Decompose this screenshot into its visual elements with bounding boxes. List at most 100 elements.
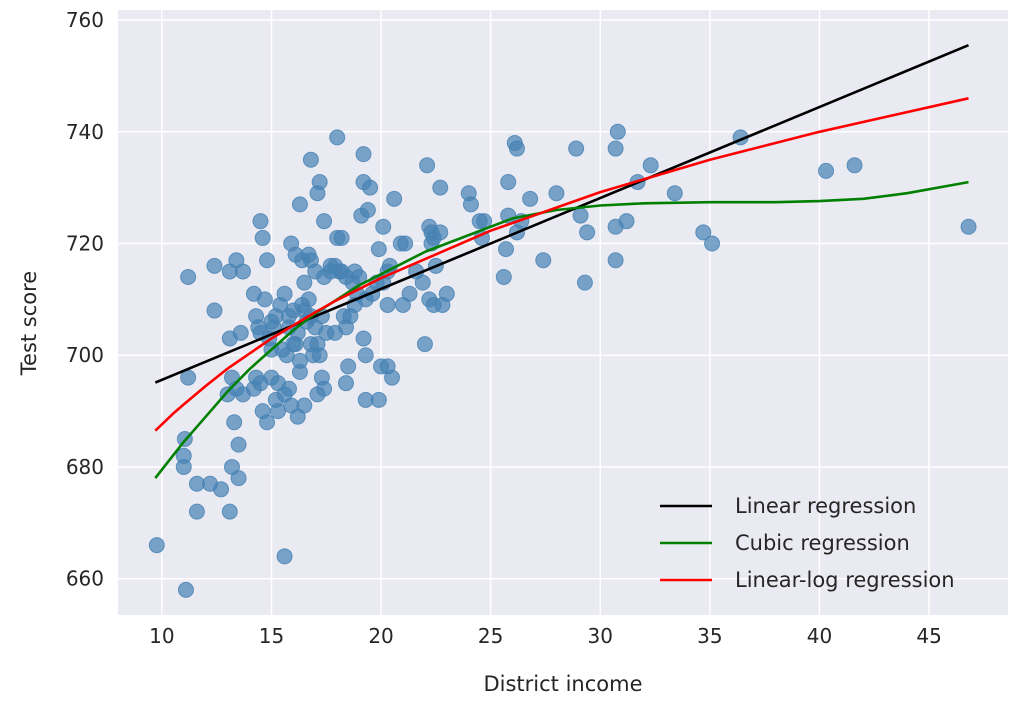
y-tick-label: 700: [66, 343, 104, 367]
y-axis-label: Test score: [17, 271, 41, 376]
data-point: [302, 151, 319, 168]
data-point: [252, 213, 269, 230]
data-point: [329, 129, 346, 146]
data-point: [414, 274, 431, 291]
data-point: [386, 190, 403, 207]
x-tick-label: 40: [807, 624, 832, 648]
data-point: [305, 347, 322, 364]
data-point: [313, 369, 330, 386]
data-point: [500, 174, 517, 191]
data-point: [960, 218, 977, 235]
data-point: [508, 140, 525, 157]
data-point: [618, 213, 635, 230]
linear-log-regression-line: [154, 97, 969, 432]
data-point: [259, 252, 276, 269]
data-point: [353, 207, 370, 224]
data-point: [576, 274, 593, 291]
data-point: [180, 269, 197, 286]
data-point: [642, 157, 659, 174]
data-point: [307, 263, 324, 280]
data-point: [607, 252, 624, 269]
data-point: [355, 146, 372, 163]
x-axis-label: District income: [483, 672, 642, 696]
data-point: [309, 185, 326, 202]
data-point: [276, 386, 293, 403]
data-point: [375, 218, 392, 235]
data-point: [230, 436, 247, 453]
y-tick-label: 760: [66, 8, 104, 32]
data-point: [432, 179, 449, 196]
data-point: [322, 263, 339, 280]
data-point: [416, 336, 433, 353]
data-point: [462, 196, 479, 213]
plot-area: [118, 10, 1008, 615]
data-point: [335, 308, 352, 325]
data-point: [232, 324, 249, 341]
data-point: [206, 302, 223, 319]
data-point: [379, 358, 396, 375]
data-point: [291, 196, 308, 213]
data-point: [401, 285, 418, 302]
data-point: [695, 224, 712, 241]
data-point: [568, 140, 585, 157]
data-point: [285, 336, 302, 353]
data-point: [234, 263, 251, 280]
data-point: [256, 291, 273, 308]
data-point: [340, 358, 357, 375]
data-point: [666, 185, 683, 202]
data-point: [221, 503, 238, 520]
y-tick-label: 680: [66, 455, 104, 479]
x-tick-label: 10: [149, 624, 174, 648]
data-point: [495, 269, 512, 286]
data-point: [206, 257, 223, 274]
x-tick-label: 25: [478, 624, 503, 648]
cubic-regression-line: [154, 180, 969, 479]
data-point: [245, 380, 262, 397]
data-point: [704, 235, 721, 252]
y-tick-label: 720: [66, 232, 104, 256]
data-point: [818, 162, 835, 179]
data-point: [226, 414, 243, 431]
data-point: [316, 213, 333, 230]
x-tick-label: 15: [259, 624, 284, 648]
data-point: [379, 296, 396, 313]
y-tick-label: 660: [66, 567, 104, 591]
regression-lines: [154, 43, 969, 479]
x-tick-label: 45: [916, 624, 941, 648]
data-point: [175, 458, 192, 475]
data-point: [148, 537, 165, 554]
data-point: [296, 274, 313, 291]
data-point: [346, 263, 363, 280]
gridlines: [118, 10, 1008, 615]
y-tick-label: 740: [66, 120, 104, 144]
data-point: [579, 224, 596, 241]
data-point: [219, 386, 236, 403]
data-point: [419, 157, 436, 174]
legend-label: Cubic regression: [735, 531, 910, 555]
data-point: [607, 140, 624, 157]
data-point: [370, 241, 387, 258]
data-point: [522, 190, 539, 207]
x-tick-label: 35: [697, 624, 722, 648]
legend: Linear regression Cubic regression Linear-…: [660, 494, 955, 592]
data-point: [609, 123, 626, 140]
x-tick-label: 30: [588, 624, 613, 648]
data-point: [188, 503, 205, 520]
data-point: [355, 330, 372, 347]
data-point: [309, 386, 326, 403]
data-point: [357, 347, 374, 364]
data-point: [329, 229, 346, 246]
data-point: [254, 229, 271, 246]
data-point: [177, 581, 194, 598]
data-point: [263, 313, 280, 330]
data-point: [498, 241, 515, 258]
data-point: [230, 470, 247, 487]
legend-label: Linear regression: [735, 494, 916, 518]
data-point: [392, 235, 409, 252]
x-tick-label: 20: [368, 624, 393, 648]
scatter-points: [148, 123, 977, 598]
data-point: [362, 179, 379, 196]
legend-label: Linear-log regression: [735, 568, 955, 592]
tick-labels: 10 15 20 25 30 35 40 45 660 680 700 720 740 760: [66, 8, 942, 648]
